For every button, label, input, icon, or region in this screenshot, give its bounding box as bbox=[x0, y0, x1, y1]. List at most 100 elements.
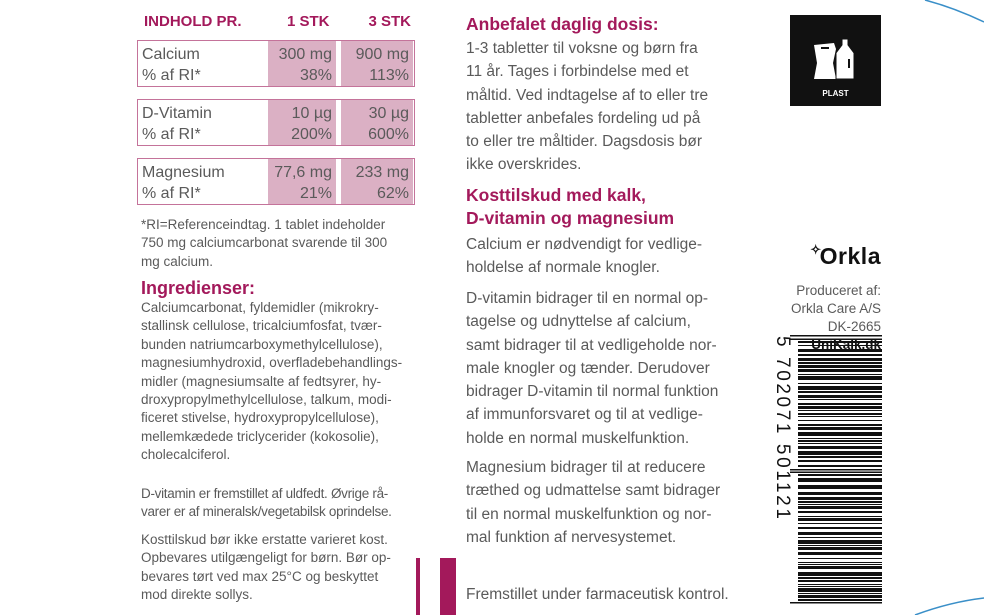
recycling-badge: PLAST bbox=[790, 15, 881, 106]
text-line: af immunforsvaret og til at vedlige- bbox=[466, 406, 703, 424]
barcode-bar bbox=[798, 432, 882, 436]
barcode-bar bbox=[798, 564, 882, 565]
barcode-bar bbox=[798, 516, 882, 517]
amount-3: 233 mg bbox=[355, 164, 409, 181]
producer-info: Produceret af: Orkla Care A/S DK-2665 UniK… bbox=[791, 282, 881, 354]
barcode-bar bbox=[798, 527, 882, 529]
nutrition-row: Calcium % af RI* 300 mg 38% 900 mg 113% bbox=[137, 40, 415, 87]
nutrition-row: D-Vitamin % af RI* 10 µg 200% 30 µg 600% bbox=[137, 99, 415, 146]
producer-lines: Produceret af: Orkla Care A/S DK-2665 bbox=[791, 282, 881, 336]
text-line: mal funktion af nervesystemet. bbox=[466, 528, 677, 546]
barcode-bar bbox=[798, 416, 882, 417]
text-line: droxypropylmethylcellulose, talkum, modi… bbox=[141, 392, 392, 408]
text-line: Calciumcarbonat, fyldemidler (mikrokry- bbox=[141, 300, 379, 315]
amount-1: 10 µg bbox=[291, 105, 332, 122]
barcode-bar bbox=[798, 383, 882, 384]
claims-heading: Kosttilskud med kalk, D-vitamin og magnes… bbox=[466, 184, 674, 231]
barcode-bar bbox=[798, 362, 882, 364]
barcode-bar bbox=[798, 374, 882, 375]
barcode-bar bbox=[798, 506, 882, 509]
text-line: DK-2665 bbox=[827, 319, 881, 334]
barcode-bar bbox=[798, 440, 882, 442]
barcode-bar bbox=[798, 584, 882, 585]
storage-info: Kosttilskud bør ikke erstatte varieret k… bbox=[141, 531, 391, 605]
barcode-bar bbox=[798, 558, 882, 559]
text-line: mg calcium. bbox=[141, 253, 214, 269]
barcode-bar bbox=[798, 537, 882, 538]
barcode-bar bbox=[798, 545, 882, 546]
barcode-bar bbox=[798, 566, 882, 569]
barcode-bar bbox=[790, 471, 882, 473]
text-line: ficeret stivelse, hydroxypropylcellulose… bbox=[141, 410, 379, 426]
barcode-bar bbox=[798, 451, 882, 455]
text-line: stallinsk cellulose, tricalciumfosfat, t… bbox=[141, 318, 382, 334]
text-line: tabletter anbefales fordeling ud på bbox=[466, 109, 701, 127]
nutrient-name: Calcium bbox=[142, 46, 200, 63]
barcode-bar bbox=[790, 338, 882, 340]
text-line: male knogler og tænder. Derudover bbox=[466, 359, 710, 377]
ri-3: 600% bbox=[368, 126, 409, 143]
text-line: til en normal muskelfunktion og nor- bbox=[466, 505, 712, 523]
barcode-bar bbox=[798, 492, 882, 495]
barcode-bars bbox=[790, 335, 882, 604]
barcode-bar bbox=[798, 456, 882, 458]
per-1-cell: 10 µg 200% bbox=[268, 100, 336, 145]
text-line: D-vitamin er fremstillet af uldfedt. Øvr… bbox=[141, 486, 388, 501]
accent-bar bbox=[440, 558, 456, 615]
barcode-bar bbox=[798, 406, 882, 409]
ingredients-heading: Ingredienser: bbox=[141, 278, 256, 298]
text-line: Produceret af: bbox=[796, 283, 881, 298]
barcode-bar bbox=[798, 532, 882, 535]
barcode-bar bbox=[798, 349, 882, 352]
recycling-label: PLAST bbox=[822, 89, 849, 98]
barcode-bar bbox=[798, 474, 882, 476]
barcode-bar bbox=[798, 399, 882, 400]
per-3-cell: 30 µg 600% bbox=[341, 100, 413, 145]
barcode-bar bbox=[798, 413, 882, 415]
ri-3: 113% bbox=[369, 67, 409, 84]
text-line: midler (magnesiumsalte af fedtsyrer, hy- bbox=[141, 373, 382, 389]
text-line: Calcium er nødvendigt for vedlige- bbox=[466, 236, 703, 253]
barcode-bar bbox=[798, 460, 882, 462]
nutrient-label: Calcium % af RI* bbox=[142, 44, 201, 86]
text-line: varer er af mineralsk/vegetabilsk oprind… bbox=[141, 504, 392, 520]
amount-1: 300 mg bbox=[278, 46, 332, 63]
vitamin-d-claim: D-vitamin bidrager til en normal op-tage… bbox=[466, 287, 718, 450]
per-1-cell: 77,6 mg 21% bbox=[268, 159, 336, 204]
text-line: D-vitamin bidrager til en normal op- bbox=[466, 290, 709, 307]
text-line: magnesiumhydroxid, overfladebehandlings- bbox=[141, 355, 403, 371]
amount-3: 30 µg bbox=[368, 105, 409, 122]
text-line: holde en normal muskelfunktion. bbox=[466, 429, 690, 447]
barcode-bar bbox=[798, 365, 882, 368]
text-line: bunden natriumcarboxymethylcellulose), bbox=[141, 336, 383, 352]
magnesium-claim: Magnesium bidrager til at reducere træthe… bbox=[466, 456, 720, 549]
barcode-bar bbox=[790, 335, 882, 337]
barcode-bar bbox=[798, 501, 882, 503]
orkla-logo: ✧Orkla bbox=[810, 242, 881, 269]
barcode-bar bbox=[798, 410, 882, 411]
production-note: Fremstillet under farmaceutisk kontrol. bbox=[466, 586, 729, 603]
text-line: 750 mg calciumcarbonat svarende til 300 bbox=[141, 235, 388, 251]
per-3-cell: 233 mg 62% bbox=[341, 159, 413, 204]
calcium-claim: Calcium er nødvendigt for vedlige-holdel… bbox=[466, 233, 702, 280]
barcode-bar bbox=[798, 478, 882, 482]
barcode-bar bbox=[798, 588, 882, 592]
barcode-bar bbox=[798, 577, 882, 579]
ingredients-origin: D-vitamin er fremstillet af uldfedt. Øvr… bbox=[141, 485, 392, 522]
text-line: to eller tre måltider. Dagsdosis bør bbox=[466, 133, 703, 151]
text-line: Kosttilskud med kalk, bbox=[466, 185, 646, 205]
header-label: INDHOLD PR. bbox=[144, 13, 242, 30]
barcode-bar bbox=[798, 420, 882, 421]
text-line: Kosttilskud bør ikke erstatte varieret k… bbox=[141, 532, 388, 547]
header-col2: 3 STK bbox=[368, 13, 411, 30]
text-line: måltid. Ved indtagelse af to eller tre bbox=[466, 86, 709, 104]
amount-1: 77,6 mg bbox=[274, 164, 332, 181]
barcode-bar bbox=[798, 376, 882, 380]
text-line: D-vitamin og magnesium bbox=[466, 208, 675, 229]
header-col1: 1 STK bbox=[287, 13, 330, 30]
text-line: træthed og udmattelse samt bidrager bbox=[466, 482, 721, 500]
dosage-text: 1-3 tabletter til voksne og børn fra 11 å… bbox=[466, 37, 708, 177]
barcode-bar bbox=[798, 572, 882, 576]
ri-label: % af RI* bbox=[142, 67, 201, 84]
barcode-bar bbox=[798, 523, 882, 524]
